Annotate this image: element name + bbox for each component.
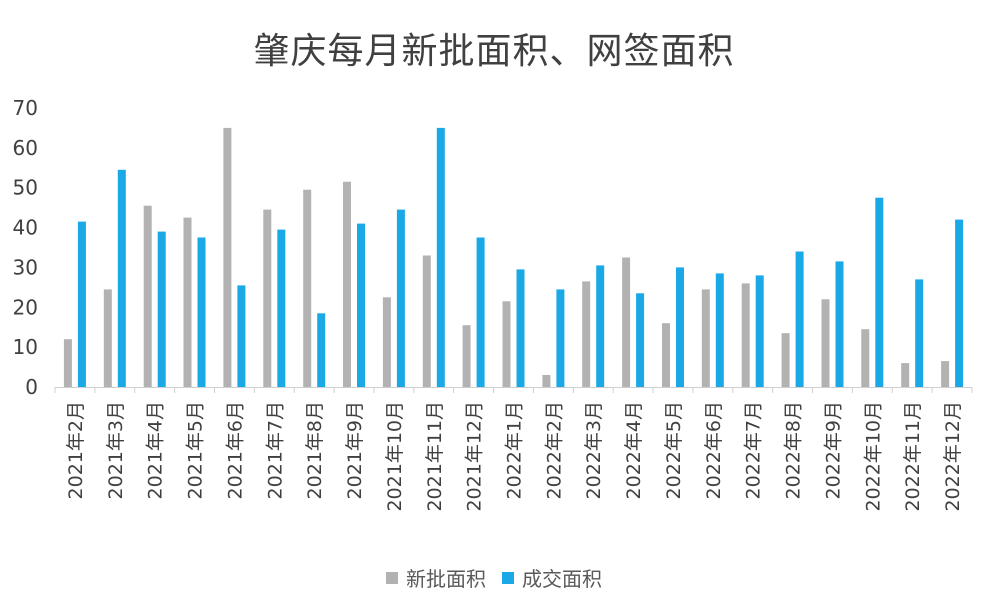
bar-transaction: [955, 219, 964, 387]
bar-transaction: [77, 221, 86, 387]
x-tick-label: 2021年9月: [344, 401, 366, 499]
x-tick-label: 2021年10月: [384, 401, 406, 512]
x-tick-label: 2021年4月: [145, 401, 167, 499]
bar-new-approved: [103, 289, 112, 387]
legend-swatch-new-approved: [386, 571, 398, 584]
x-tick-label: 2022年6月: [703, 401, 725, 499]
bar-transaction: [476, 237, 485, 387]
bar-transaction: [277, 229, 286, 387]
bar-new-approved: [143, 205, 152, 387]
x-tick-label: 2021年12月: [464, 401, 486, 512]
bar-new-approved: [861, 329, 870, 387]
bar-new-approved: [263, 209, 272, 387]
legend-label-transaction: 成交面积: [522, 567, 602, 591]
x-tick-label: 2022年2月: [543, 401, 565, 499]
bar-transaction: [835, 261, 844, 387]
bar-transaction: [755, 275, 764, 387]
x-tick-label: 2021年8月: [304, 401, 326, 499]
x-tick-label: 2021年6月: [224, 401, 246, 499]
bar-new-approved: [542, 375, 551, 387]
bar-new-approved: [343, 181, 351, 387]
bar-transaction: [197, 237, 206, 387]
bar-transaction: [556, 289, 565, 387]
chart-title: 肇庆每月新批面积、网签面积: [253, 31, 735, 72]
bar-new-approved: [223, 127, 232, 388]
bar-new-approved: [781, 333, 790, 387]
x-tick-label: 2022年3月: [583, 401, 605, 499]
x-tick-label: 2021年3月: [105, 401, 127, 499]
bar-new-approved: [662, 323, 670, 387]
bar-transaction: [436, 127, 445, 388]
bar-transaction: [516, 269, 525, 387]
bar-transaction: [596, 265, 605, 387]
x-tick-label: 2021年11月: [424, 401, 446, 512]
bar-new-approved: [502, 301, 511, 387]
x-tick-label: 2021年5月: [185, 401, 207, 499]
legend-item-new-approved: 新批面积: [386, 563, 486, 592]
bar-transaction: [676, 267, 684, 387]
bar-new-approved: [741, 283, 750, 387]
y-tick-label: 40: [13, 216, 38, 240]
bar-new-approved: [622, 257, 631, 387]
x-tick-label: 2022年10月: [862, 401, 884, 512]
x-tick-label: 2021年7月: [264, 401, 286, 499]
bar-new-approved: [901, 363, 910, 387]
bar-new-approved: [63, 339, 72, 387]
bar-new-approved: [462, 325, 471, 387]
x-tick-label: 2022年9月: [823, 401, 845, 499]
bar-new-approved: [941, 361, 950, 387]
y-tick-label: 70: [13, 96, 38, 120]
x-tick-label: 2022年7月: [743, 401, 765, 499]
bar-transaction: [875, 197, 884, 387]
bar-new-approved: [701, 289, 710, 387]
bar-transaction: [636, 293, 645, 387]
bar-transaction: [117, 169, 126, 387]
bar-transaction: [317, 313, 326, 387]
bar-new-approved: [183, 217, 192, 387]
x-tick-label: 2022年4月: [623, 401, 645, 499]
x-tick-label: 2022年8月: [783, 401, 805, 499]
y-tick-label: 50: [13, 176, 38, 200]
bar-new-approved: [303, 189, 312, 387]
bar-transaction: [157, 231, 166, 387]
legend-item-transaction: 成交面积: [502, 563, 602, 592]
y-tick-label: 10: [13, 335, 38, 359]
legend-swatch-transaction: [502, 571, 514, 584]
bar-new-approved: [821, 299, 830, 387]
x-tick-label: 2022年11月: [902, 401, 924, 512]
bar-transaction: [795, 251, 804, 387]
y-tick-label: 60: [13, 136, 38, 160]
bar-new-approved: [582, 281, 591, 387]
bar-transaction: [357, 223, 365, 387]
bar-transaction: [396, 209, 405, 387]
bar-new-approved: [422, 255, 431, 387]
x-tick-label: 2021年2月: [65, 401, 87, 499]
y-tick-label: 20: [13, 295, 38, 319]
legend-label-new-approved: 新批面积: [406, 567, 486, 591]
bar-transaction: [915, 279, 924, 387]
x-tick-label: 2022年12月: [942, 401, 964, 512]
bar-transaction: [715, 273, 724, 387]
bar-transaction: [237, 285, 246, 387]
bar-new-approved: [382, 297, 391, 387]
x-tick-label: 2022年5月: [663, 401, 685, 499]
y-tick-label: 30: [13, 255, 38, 279]
legend: 新批面积 成交面积: [0, 563, 988, 592]
y-tick-label: 0: [25, 375, 38, 399]
x-tick-label: 2022年1月: [504, 401, 526, 499]
